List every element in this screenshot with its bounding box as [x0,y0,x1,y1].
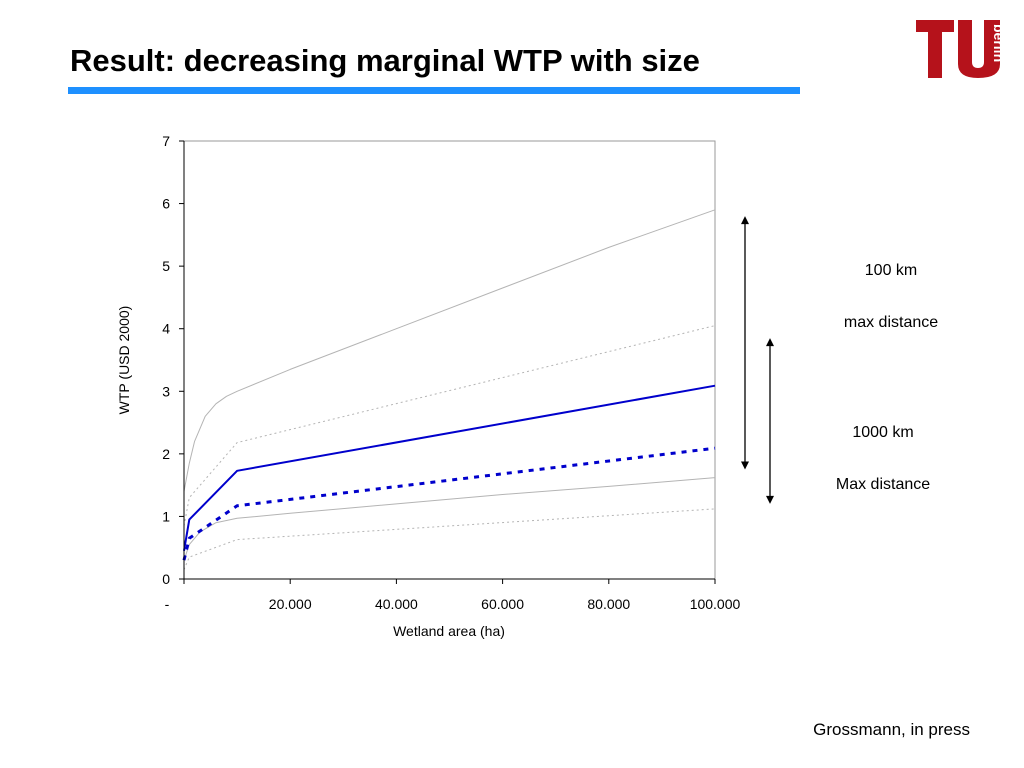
range-arrow-head-up [741,216,749,225]
range-arrow-head-up [766,338,774,347]
x-tick-label: 20.000 [269,596,312,612]
x-tick-label: 60.000 [481,596,524,612]
x-tick-label: 40.000 [375,596,418,612]
series-line-4 [183,325,716,526]
range-arrows [741,216,774,504]
y-axis-title: WTP (USD 2000) [116,306,132,415]
x-tick-label: - [165,596,170,612]
y-tick-label: 1 [162,508,170,524]
range-arrow-head-down [741,461,749,470]
x-tick-label: 100.000 [690,596,741,612]
y-tick-label: 6 [162,196,170,212]
label-max-distance-100: max distance [843,314,939,331]
title-rule [68,87,800,94]
y-tick-label: 0 [162,571,170,587]
series-line-6 [183,508,716,570]
tu-berlin-logo: berlin [916,20,1004,78]
series-line-2 [182,446,716,561]
band-series-group [183,209,716,570]
y-tick-label: 2 [162,446,170,462]
source-note: Grossmann, in press [813,720,970,739]
range-arrow-head-down [766,495,774,504]
y-axis: 0 1 2 3 4 5 6 7 [162,133,185,587]
series-line-5 [183,477,716,561]
label-max-distance-1000: Max distance [835,476,931,493]
logo-text: berlin [991,24,1004,62]
y-tick-label: 4 [162,321,170,337]
y-tick-label: 3 [162,383,170,399]
x-axis-title: Wetland area (ha) [393,623,505,639]
y-tick-label: 7 [162,133,170,149]
x-tick-label: 80.000 [587,596,630,612]
label-100km: 100 km [864,262,918,279]
logo-shape [916,20,1000,78]
plot-area [183,140,716,580]
y-tick-label: 5 [162,258,170,274]
main-series-group [182,384,716,561]
label-1000km: 1000 km [852,424,914,441]
slide-title: Result: decreasing marginal WTP with siz… [70,43,700,78]
series-line-1 [183,384,716,551]
x-axis: - 20.000 40.000 60.000 80.000 100.000 [165,578,741,612]
series-line-3 [183,209,716,492]
